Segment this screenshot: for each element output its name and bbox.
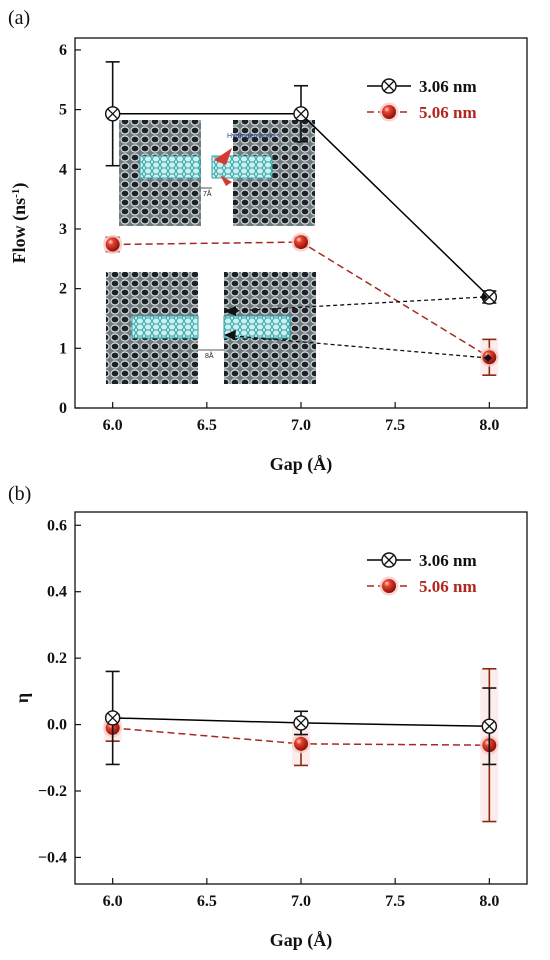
callout-arrow-upper-head: [224, 306, 236, 316]
hydrogen-bond-label: Hydrogen bond: [227, 133, 275, 140]
y-tick-label: 6: [59, 42, 67, 59]
panel-b-label: (b): [8, 483, 31, 505]
legend-label: 5.06 nm: [419, 103, 477, 122]
data-point: [104, 106, 121, 122]
legend-marker: [379, 102, 399, 122]
y-tick-label: 0.2: [47, 650, 67, 667]
panel-b-legend: 3.06 nm 5.06 nm: [367, 551, 477, 596]
callout-arrow-lower: [233, 335, 489, 359]
data-point: [293, 715, 309, 731]
legend-item: 5.06 nm: [367, 102, 477, 122]
y-tick-label: 0.4: [47, 584, 67, 601]
data-point: [103, 234, 123, 254]
x-tick-label: 8.0: [479, 417, 499, 434]
y-tick-label: 0: [59, 400, 67, 417]
data-point: [104, 710, 121, 726]
x-tick-label: 6.5: [197, 417, 217, 434]
gap-top-label: 7Å: [203, 189, 212, 198]
callout-arrows: [224, 293, 492, 362]
data-point: [293, 106, 309, 122]
x-tick-label: 6.0: [103, 893, 123, 910]
data-point: [481, 718, 498, 734]
callout-point-upper: [480, 293, 488, 301]
panel-b-x-axis-label: Gap (Å): [270, 930, 333, 951]
x-tick-label: 7.5: [385, 417, 405, 434]
y-tick-label: 0.0: [47, 717, 67, 734]
y-tick-label: 4: [59, 161, 67, 178]
y-tick-label: 5: [59, 102, 67, 119]
panel-a-legend: 3.06 nm 5.06 nm: [367, 77, 477, 122]
hydrogen-bond-arrow: [214, 148, 232, 165]
series-3-06-nm: [104, 670, 498, 766]
legend-label: 3.06 nm: [419, 77, 477, 96]
panel-b: (b) 6.0 6.5 7.0 7.5 8.00.60.40.20.0−0.2−0.4 …: [8, 483, 528, 951]
panel-b-y-axis-label: η: [12, 693, 32, 703]
panel-a: (a) Hydrogen bond 7Å 8Å 6.0 6.5 7.0 7.5 8.0 0…: [8, 7, 528, 475]
inset-bottom-snapshot: 8Å: [106, 272, 316, 384]
legend-item: 3.06 nm: [367, 551, 477, 570]
panel-b-plot: 6.0 6.5 7.0 7.5 8.0 0.6 0.4 0.2 0.0 −0.2 −0.4: [38, 517, 499, 910]
x-tick-label: 6.5: [197, 893, 217, 910]
inset-top-snapshot: Hydrogen bond 7Å: [119, 120, 315, 226]
y-tick-label: 2: [59, 281, 67, 298]
panel-a-y-axis-label: Flow (ns-1): [9, 183, 30, 264]
x-tick-label: 7.0: [291, 417, 311, 434]
callout-arrow-lower-head: [224, 330, 236, 340]
y-tick-label: 1: [59, 340, 67, 357]
panel-a-label: (a): [8, 7, 30, 29]
panel-a-x-axis-label: Gap (Å): [270, 454, 333, 475]
legend-label: 5.06 nm: [419, 577, 477, 596]
legend-item: 5.06 nm: [367, 576, 477, 596]
legend-label: 3.06 nm: [419, 551, 477, 570]
legend-item: 3.06 nm: [367, 77, 477, 96]
legend-marker: [379, 576, 399, 596]
hydrogen-bond-arrow-lower: [220, 175, 232, 186]
inset-bottom-left-tube: [131, 315, 199, 339]
series-5-06-nm: [103, 667, 499, 823]
x-tick-label: 6.0: [103, 417, 123, 434]
y-tick-label: −0.2: [38, 783, 67, 800]
y-tick-label: 3: [59, 221, 67, 238]
x-tick-label: 8.0: [479, 893, 499, 910]
legend-marker: [381, 78, 397, 94]
legend-marker: [381, 552, 397, 568]
y-tick-label: 0.6: [47, 517, 67, 534]
inset-top-left-tube: [139, 155, 201, 179]
data-point: [481, 289, 498, 305]
x-tick-label: 7.0: [291, 893, 311, 910]
data-point: [291, 734, 311, 754]
x-tick-label: 7.5: [385, 893, 405, 910]
gap-bottom-label: 8Å: [205, 351, 214, 360]
callout-point-lower: [484, 354, 492, 362]
panel-a-plot: 6.0 6.5 7.0 7.5 8.0 0 1 2 3 4 5 6: [59, 42, 499, 434]
data-point: [291, 232, 311, 252]
y-tick-label: −0.4: [38, 849, 67, 866]
series-3-06-nm: [104, 61, 498, 305]
